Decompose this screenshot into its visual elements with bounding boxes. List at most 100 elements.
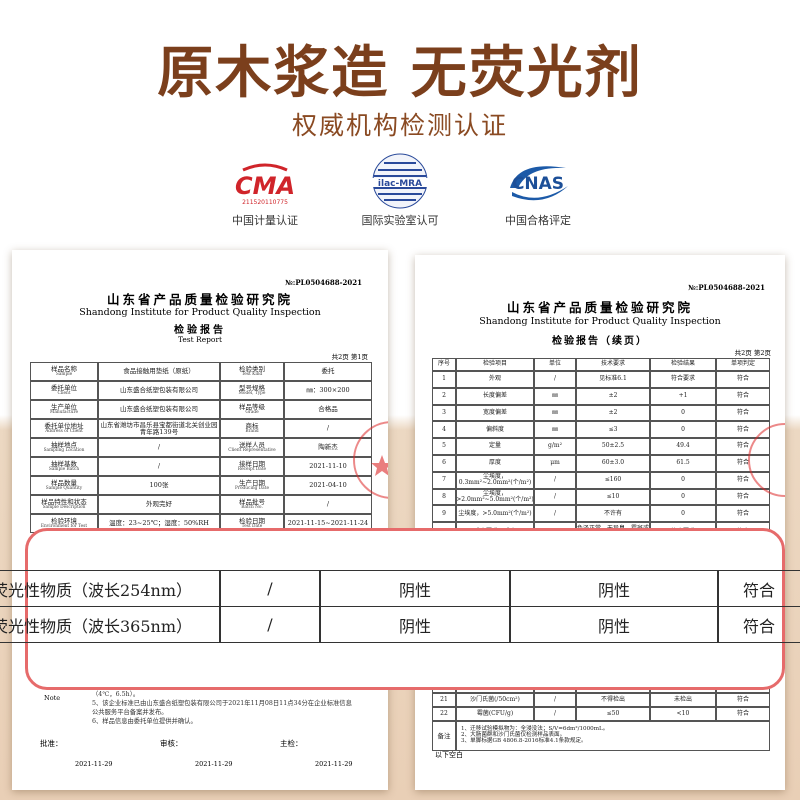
field-value: 外观完好 xyxy=(98,495,220,514)
cell-text: 型号规格 xyxy=(239,383,265,392)
table-cell: / xyxy=(534,505,576,523)
table-cell: 符合 xyxy=(716,707,770,721)
cell-text-en: Client xyxy=(57,390,71,396)
note-box: 1、迁移试验模拟物为：全浸没法；S/V=6dm²/1000mL。 2、大肠菌群和沙… xyxy=(456,721,770,751)
cell-text: 温度：23~25℃；湿度：50%RH xyxy=(109,519,209,528)
report-table: 样品名称 Sample 食品接触用垫纸（原纸） 检验类别 Test Kind 委托委托单位… xyxy=(30,362,372,662)
cell-text-en: Sample Batch xyxy=(48,466,80,472)
field-label: 检验类别 Test Kind xyxy=(220,362,284,381)
institute-name-en: Shandong Institute for Product Quality I… xyxy=(79,307,321,318)
table-cell: 50±2.5 xyxy=(576,438,650,455)
cert-cma: CMA 211520110775 中国计量认证 xyxy=(215,158,315,230)
cell-text: 委托 xyxy=(321,367,335,376)
field-value: / xyxy=(98,438,220,457)
table-cell: ±2 xyxy=(576,404,650,422)
signature-role: 批准： xyxy=(40,739,63,748)
table-cell: 检验结果 xyxy=(650,358,716,371)
table-cell: 外观 xyxy=(456,371,534,388)
cell-text-en: Model, Type xyxy=(238,390,266,396)
cell-text-en: Grade xyxy=(245,409,259,415)
report-number: №:PL0504688-2021 xyxy=(285,278,362,287)
zoom-cell: 荧光性物质（波长365nm） xyxy=(0,606,220,643)
zoom-cell: 阴性 xyxy=(320,606,510,643)
field-label: 样品等级 Grade xyxy=(220,400,284,419)
table-cell: 0 xyxy=(650,488,716,506)
cell-text-en: Sample xyxy=(55,371,73,377)
cell-text-en: Receipt Date xyxy=(237,466,267,472)
field-value: 100张 xyxy=(98,476,220,495)
cert-ilac: ilac-MRA 国际实验室认可 xyxy=(350,152,450,230)
cell-text-en: Client Representative xyxy=(228,447,276,453)
table-cell: 符合 xyxy=(716,488,770,506)
table-cell: 9 xyxy=(432,505,456,523)
table-cell: 尘埃度，0.3mm²~2.0mm²(个/m²) xyxy=(456,471,534,489)
field-label: 委托单位地址 Address of Client xyxy=(30,419,98,438)
cell-text-en: Brand xyxy=(245,428,259,434)
logo-graphic: ilac-MRA xyxy=(372,153,428,209)
field-label: 生产日期 Producing Date xyxy=(220,476,284,495)
field-value: 山东盛合纸塑包装有限公司 xyxy=(98,381,220,400)
zoom-cell: 阴性 xyxy=(510,570,718,607)
cell-text: 山东省潍坊市昌乐县宝都街道北关创业园青年路139号 xyxy=(100,420,218,436)
report-title: 检验报告（续页） xyxy=(552,336,648,347)
report-title-en: Test Report xyxy=(177,335,223,344)
cell-text: 检验日期 xyxy=(239,516,265,525)
cell-text: 委托单位地址 xyxy=(44,421,84,430)
table-cell: ±2 xyxy=(576,387,650,405)
table-cell: 符合 xyxy=(716,471,770,489)
cell-text-en: Sample Description xyxy=(42,504,86,510)
table-cell: 8 xyxy=(432,488,456,506)
zoom-cell: / xyxy=(220,570,320,607)
field-value: 2021-11-10 xyxy=(284,457,372,476)
table-cell: 单项判定 xyxy=(716,358,770,371)
stamp xyxy=(748,423,785,497)
cell-text-en: Test Kind xyxy=(241,371,263,377)
report-title: 检验报告 xyxy=(174,325,226,336)
table-cell: ≤160 xyxy=(576,471,650,489)
cell-text-en: Environment for Test xyxy=(40,523,88,529)
field-value: 2021-04-10 xyxy=(284,476,372,495)
table-cell: ㎜ xyxy=(534,387,576,405)
table-cell: 60±3.0 xyxy=(576,455,650,472)
institute-name: 山东省产品质量检验研究院 xyxy=(506,300,693,315)
table-cell: 单位 xyxy=(534,358,576,371)
table-cell: 符合 xyxy=(716,693,770,707)
cell-text: 合格品 xyxy=(318,405,338,414)
field-label: 样品数量 Sample Quantity xyxy=(30,476,98,495)
table-cell: 偏斜度 xyxy=(456,421,534,439)
table-cell: 符合 xyxy=(716,438,770,455)
table-cell: / xyxy=(534,371,576,388)
cell-text: 食品接触用垫纸（原纸） xyxy=(123,367,195,376)
cell-text: 抽样基数 xyxy=(51,459,77,468)
table-cell: 6 xyxy=(432,455,456,472)
logo-text: CNAS xyxy=(512,174,564,194)
cert-code: 211520110775 xyxy=(242,199,288,206)
table-cell: 霉菌(CFU/g) xyxy=(456,707,534,721)
table-cell: 检验项目 xyxy=(456,358,534,371)
signature-date: 2021-11-29 xyxy=(315,760,353,768)
field-value: 陶新杰 xyxy=(284,438,372,457)
signature-date: 2021-11-29 xyxy=(195,760,233,768)
table-cell: 61.5 xyxy=(650,455,716,472)
table-cell: 符合 xyxy=(716,455,770,472)
cell-text: 检验环境 xyxy=(51,516,77,525)
field-value: 山东省潍坊市昌乐县宝都街道北关创业园青年路139号 xyxy=(98,419,220,438)
cell-text: 委托单位 xyxy=(51,383,77,392)
cell-text: 山东盛合纸塑包装有限公司 xyxy=(120,405,198,414)
cell-text: 送样人员 xyxy=(239,440,265,449)
cert-label: 国际实验室认可 xyxy=(361,214,439,227)
cell-text: 检验类别 xyxy=(239,364,265,373)
report-number: №:PL0504688-2021 xyxy=(688,283,765,292)
table-cell: 尘埃度，>2.0mm²~5.0mm²(个/m²) xyxy=(456,488,534,506)
cell-text: / xyxy=(326,500,330,509)
table-cell: <10 xyxy=(650,707,716,721)
report-table-continued: 20大肠菌群(/50cm²)/不得检出未检出符合21沙门氏菌(/50cm²)/不… xyxy=(432,679,770,769)
cert-cnas: CNAS 中国合格评定 xyxy=(488,158,588,230)
cell-text: 生产日期 xyxy=(239,478,265,487)
cell-text: 样品名称 xyxy=(51,364,77,373)
table-cell: 0 xyxy=(650,421,716,439)
table-cell: 符合要求 xyxy=(650,371,716,388)
cell-text-en: Sampling Location xyxy=(43,447,85,453)
field-label: 委托单位 Client xyxy=(30,381,98,400)
note-line: 公共服务平台备案并发布。 xyxy=(92,709,168,716)
